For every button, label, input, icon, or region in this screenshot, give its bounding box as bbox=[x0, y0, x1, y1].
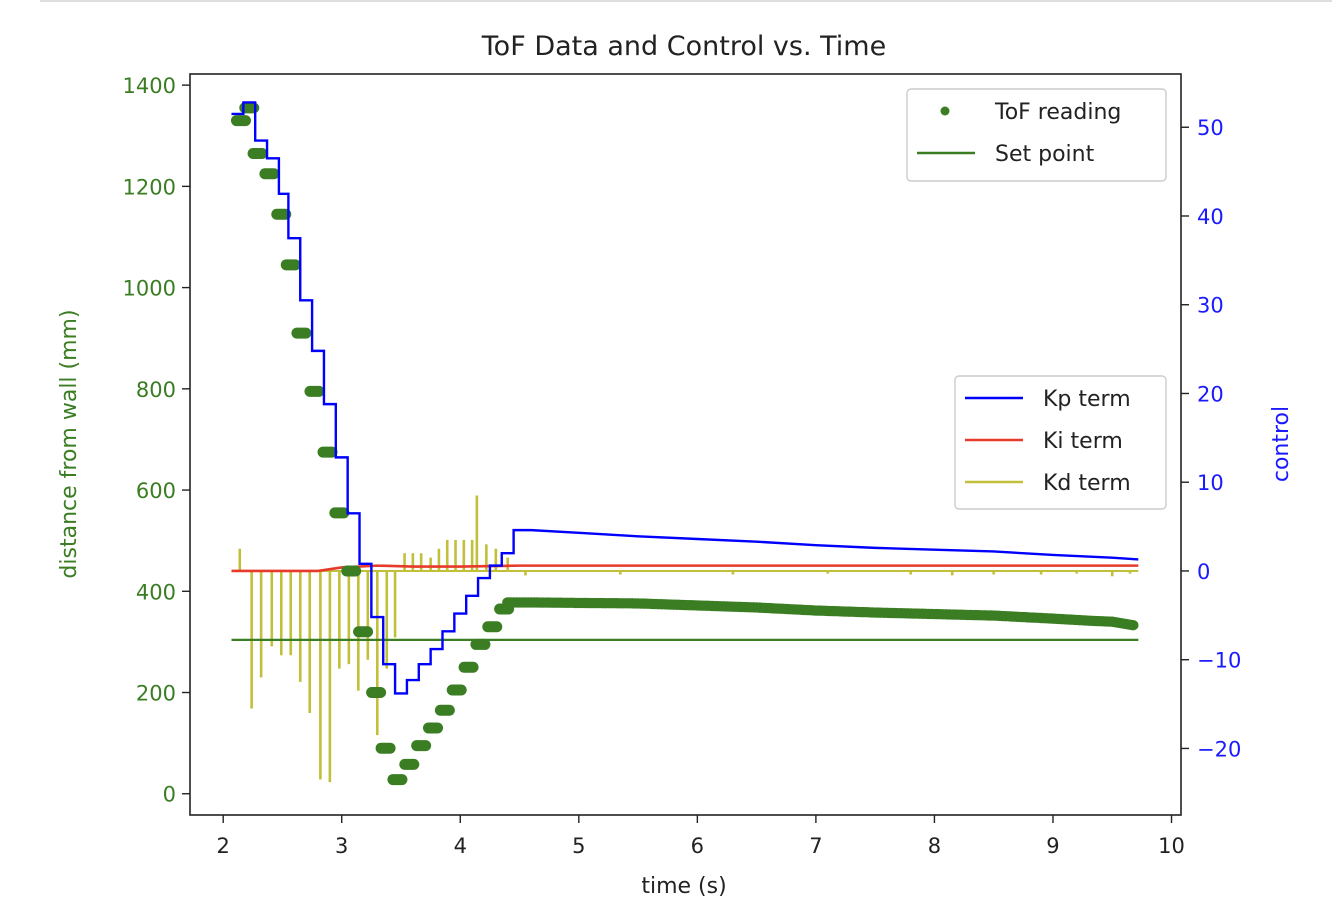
legend-label: ToF reading bbox=[994, 100, 1121, 125]
tof-point bbox=[387, 774, 408, 786]
legend-label: Ki term bbox=[1043, 429, 1123, 454]
tof-point bbox=[366, 687, 387, 699]
tof-point bbox=[1127, 619, 1139, 631]
y-left-tick-label: 400 bbox=[136, 580, 176, 604]
tof-point bbox=[230, 115, 251, 127]
x-tick-label: 4 bbox=[454, 834, 467, 858]
y-right-tick-label: 40 bbox=[1197, 205, 1224, 229]
y-left-tick-label: 200 bbox=[136, 682, 176, 706]
tof-point bbox=[317, 446, 338, 458]
ki-term-line bbox=[231, 564, 1139, 573]
y-right-axis-label: control bbox=[1269, 406, 1294, 482]
y-right-tick-label: −20 bbox=[1197, 737, 1241, 761]
y-right-tick-label: 30 bbox=[1197, 294, 1224, 318]
tof-point bbox=[470, 638, 491, 650]
tof-point bbox=[434, 704, 455, 716]
y-left-tick-label: 1000 bbox=[123, 277, 176, 301]
y-right-tick-label: 10 bbox=[1197, 471, 1224, 495]
legend-marker bbox=[940, 106, 950, 116]
x-tick-label: 3 bbox=[335, 834, 348, 858]
y-left-tick-label: 1200 bbox=[123, 175, 176, 199]
x-tick-label: 10 bbox=[1158, 834, 1185, 858]
tof-point bbox=[411, 740, 432, 752]
tof-reading-series bbox=[230, 102, 1139, 786]
x-axis-label: time (s) bbox=[641, 874, 726, 899]
plot-frame bbox=[189, 73, 1182, 816]
legend-upper-right: ToF reading Set point bbox=[906, 88, 1167, 182]
tof-point bbox=[304, 385, 325, 397]
tof-point bbox=[271, 208, 292, 220]
y-right-tick-label: 0 bbox=[1197, 560, 1210, 584]
legend-label: Kd term bbox=[1043, 471, 1131, 496]
tof-point bbox=[329, 507, 350, 519]
legend-label: Set point bbox=[995, 142, 1095, 167]
tof-point bbox=[423, 722, 444, 734]
x-tick-label: 5 bbox=[572, 834, 585, 858]
tof-point bbox=[341, 565, 362, 577]
y-right-tick-label: 20 bbox=[1197, 382, 1224, 406]
tof-point bbox=[259, 168, 280, 180]
y-right-tick-label: 50 bbox=[1197, 116, 1224, 140]
tof-point bbox=[446, 684, 467, 696]
y-right-tick-label: −10 bbox=[1197, 649, 1241, 673]
legend-box bbox=[906, 88, 1167, 182]
kp-term-line bbox=[231, 101, 1139, 695]
y-left-tick-label: 1400 bbox=[123, 74, 176, 98]
chart-title: ToF Data and Control vs. Time bbox=[481, 31, 886, 62]
tof-point bbox=[399, 758, 420, 770]
tof-point bbox=[375, 742, 396, 754]
cell-top-border bbox=[40, 0, 1332, 2]
legend-box bbox=[954, 375, 1167, 510]
y-left-tick-label: 0 bbox=[163, 783, 176, 807]
legend-label: Kp term bbox=[1043, 387, 1131, 412]
x-tick-label: 7 bbox=[809, 834, 822, 858]
tof-point bbox=[280, 259, 301, 271]
tof-point bbox=[482, 621, 503, 633]
y-left-axis-label: distance from wall (mm) bbox=[57, 309, 82, 578]
tof-point bbox=[247, 147, 268, 159]
legend-center-right: Kp term Ki term Kd term bbox=[954, 375, 1167, 510]
x-tick-label: 2 bbox=[217, 834, 230, 858]
x-tick-label: 6 bbox=[691, 834, 704, 858]
y-left-tick-label: 600 bbox=[136, 479, 176, 503]
tof-point bbox=[291, 327, 312, 339]
x-tick-label: 8 bbox=[928, 834, 941, 858]
y-left-tick-label: 800 bbox=[136, 378, 176, 402]
x-tick-label: 9 bbox=[1046, 834, 1059, 858]
tof-point bbox=[458, 661, 479, 673]
tof-point bbox=[353, 626, 374, 638]
